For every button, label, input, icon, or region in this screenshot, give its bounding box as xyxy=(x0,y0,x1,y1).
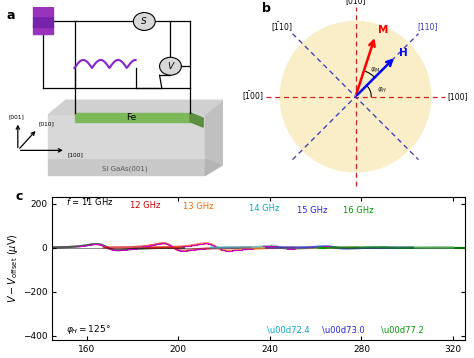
Text: \u00d77.2: \u00d77.2 xyxy=(381,326,424,335)
Text: c: c xyxy=(15,190,22,203)
Polygon shape xyxy=(205,100,223,175)
Text: \u00d72.4: \u00d72.4 xyxy=(267,326,310,335)
Text: $\varphi_M$: $\varphi_M$ xyxy=(370,66,381,75)
Polygon shape xyxy=(33,25,53,34)
Text: [$\bar{1}$10]: [$\bar{1}$10] xyxy=(271,20,292,34)
Text: [010]: [010] xyxy=(345,0,366,5)
Polygon shape xyxy=(205,100,223,165)
Text: [001]: [001] xyxy=(9,114,25,119)
Text: Fe: Fe xyxy=(126,113,137,122)
Text: SI GaAs(001): SI GaAs(001) xyxy=(102,165,147,171)
Circle shape xyxy=(133,13,155,30)
Text: [100]: [100] xyxy=(68,152,84,157)
Polygon shape xyxy=(33,7,53,16)
Text: 12 GHz: 12 GHz xyxy=(130,201,160,210)
Y-axis label: $V - V_{\mathrm{offset}}$ ($\mu$V): $V - V_{\mathrm{offset}}$ ($\mu$V) xyxy=(6,234,20,303)
Text: 15 GHz: 15 GHz xyxy=(297,206,328,215)
Circle shape xyxy=(160,57,182,75)
Text: 14 GHz: 14 GHz xyxy=(249,204,280,213)
Text: a: a xyxy=(7,9,16,22)
Polygon shape xyxy=(33,16,53,27)
Circle shape xyxy=(280,21,431,172)
Polygon shape xyxy=(48,158,205,175)
Text: \u00d73.0: \u00d73.0 xyxy=(322,326,365,335)
Polygon shape xyxy=(74,113,190,122)
Text: [110]: [110] xyxy=(417,22,438,31)
Polygon shape xyxy=(48,100,223,115)
Text: [$\bar{1}$00]: [$\bar{1}$00] xyxy=(242,90,264,103)
Polygon shape xyxy=(48,115,205,158)
Text: [100]: [100] xyxy=(447,92,468,101)
Polygon shape xyxy=(190,113,203,127)
Text: M: M xyxy=(378,24,389,34)
Text: $f$ = 11 GHz: $f$ = 11 GHz xyxy=(66,196,113,207)
Text: S: S xyxy=(141,17,147,26)
Text: 16 GHz: 16 GHz xyxy=(343,206,374,215)
Text: $\varphi_H$: $\varphi_H$ xyxy=(377,86,387,95)
Text: 13 GHz: 13 GHz xyxy=(182,202,213,211)
Text: H: H xyxy=(399,48,408,58)
Text: V: V xyxy=(167,62,173,71)
Text: b: b xyxy=(263,2,271,15)
Text: $\varphi_H = 125\degree$: $\varphi_H = 125\degree$ xyxy=(66,323,110,335)
Text: [010]: [010] xyxy=(38,121,55,126)
